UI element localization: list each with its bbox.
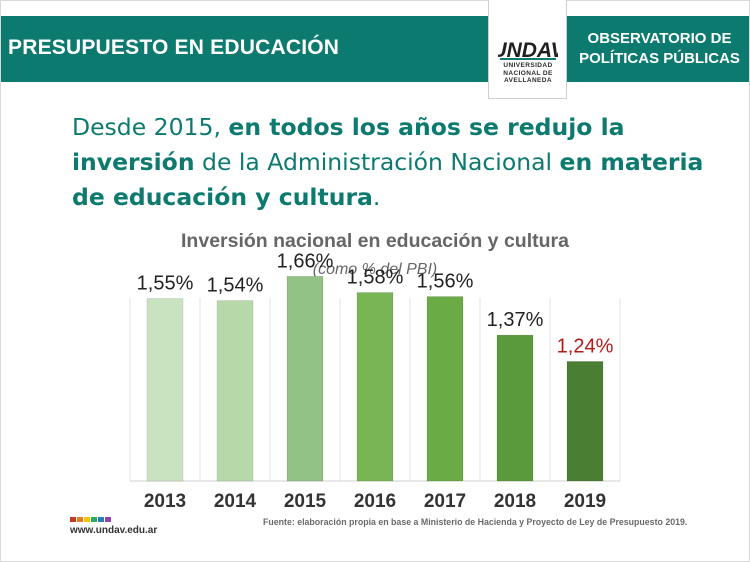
value-label-2013: 1,55%: [137, 273, 194, 295]
brand-dot: [70, 517, 76, 522]
bar-2017: [426, 296, 464, 482]
value-label-2014: 1,54%: [207, 275, 264, 297]
x-tick-2019: 2019: [564, 491, 606, 512]
page-title: PRESUPUESTO EN EDUCACIÓN: [8, 36, 340, 59]
logo-caption: UNIVERSIDAD NACIONAL DE AVELLANEDA: [503, 62, 553, 84]
x-tick-2017: 2017: [424, 491, 466, 512]
value-label-2016: 1,58%: [347, 267, 404, 289]
bar-2014: [216, 300, 254, 482]
value-label-2015: 1,66%: [277, 250, 334, 272]
x-tick-2013: 2013: [144, 491, 186, 512]
headline: Desde 2015, en todos los años se redujo …: [72, 113, 704, 211]
brand-dot: [98, 517, 104, 522]
undav-logo: UNDAV UNIVERSIDAD NACIONAL DE AVELLANEDA: [488, 0, 567, 99]
value-label-2018: 1,37%: [487, 309, 544, 331]
brand-dot: [91, 517, 97, 522]
brand-dot: [77, 517, 83, 522]
x-tick-2018: 2018: [494, 491, 536, 512]
bar-2018: [496, 334, 534, 482]
logo-word: UNDAV: [498, 39, 558, 60]
bar-2016: [356, 292, 394, 482]
brand-dot: [105, 517, 111, 522]
bar-2013: [146, 298, 184, 482]
value-label-2017: 1,56%: [417, 271, 474, 293]
chart-subtitle: (como % del PBI): [312, 261, 438, 278]
value-label-2019: 1,24%: [557, 335, 614, 357]
undav-logo-mark: UNDAV: [498, 39, 558, 60]
x-tick-2016: 2016: [354, 491, 396, 512]
brand-dots: [70, 517, 112, 523]
brand-dot: [84, 517, 90, 522]
bar-2015: [286, 275, 324, 482]
observatorio-label: OBSERVATORIO DE POLÍTICAS PÚBLICAS: [579, 30, 740, 67]
chart-title: Inversión nacional en educación y cultur…: [181, 230, 569, 252]
source-note: Fuente: elaboración propia en base a Min…: [263, 517, 688, 527]
x-tick-2015: 2015: [284, 491, 327, 512]
header-bar: [1, 16, 749, 82]
website-link[interactable]: www.undav.edu.ar: [70, 525, 158, 536]
bar-2019: [566, 361, 604, 482]
x-tick-2014: 2014: [214, 491, 257, 512]
